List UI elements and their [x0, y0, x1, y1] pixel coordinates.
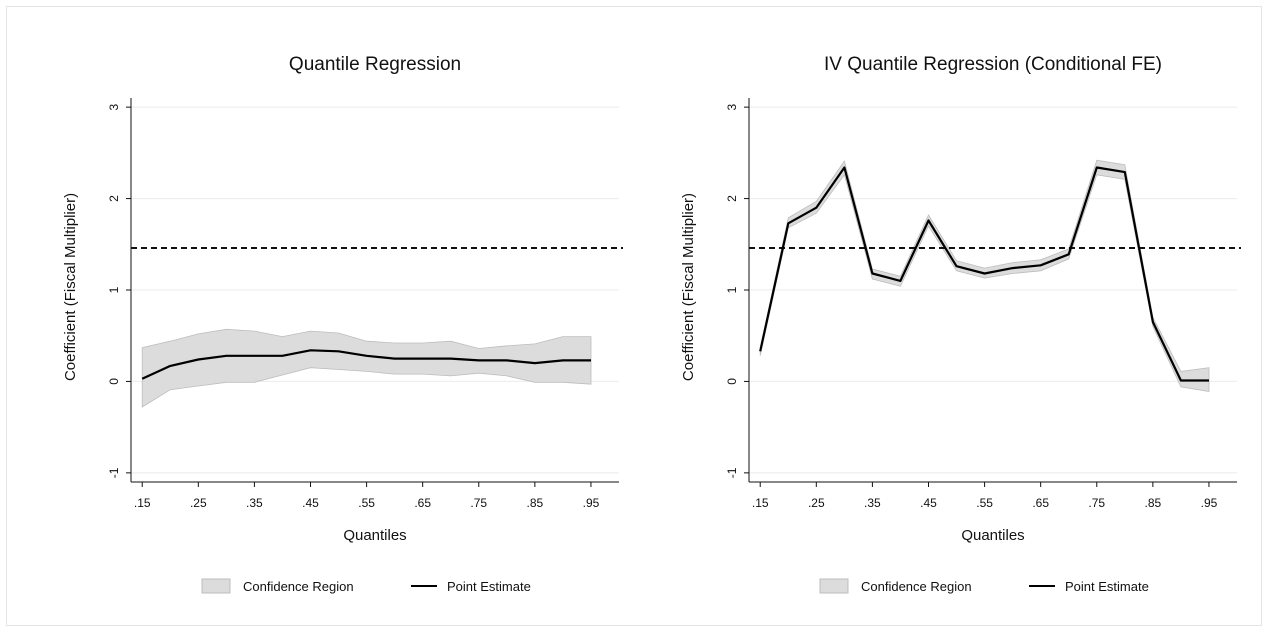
x-axis-title: Quantiles — [961, 527, 1024, 544]
chart-legend: Confidence Region Point Estimate — [201, 578, 531, 594]
y-tick-label: -1 — [107, 467, 121, 478]
y-tick-label: 2 — [725, 195, 739, 202]
chart-legend: Confidence Region Point Estimate — [819, 578, 1149, 594]
x-tick-label: .65 — [414, 496, 431, 510]
chart-panel-2: IV Quantile Regression (Conditional FE) -… — [680, 54, 1241, 594]
y-tick-label: -1 — [725, 467, 739, 478]
y-tick-label: 3 — [725, 103, 739, 110]
chart-title: IV Quantile Regression (Conditional FE) — [824, 54, 1162, 75]
point-estimate-line — [141, 349, 591, 380]
chart-panel-1: Quantile Regression -1 0 1 2 3 .15 .25 .35 .45 .55… — [62, 54, 623, 594]
y-axis-title: Coefficient (Fiscal Multiplier) — [62, 193, 79, 381]
x-tick-label: .15 — [752, 496, 769, 510]
point-estimate-line — [759, 166, 1209, 382]
x-tick-label: .75 — [470, 496, 487, 510]
legend-label-point-estimate: Point Estimate — [1065, 579, 1149, 594]
y-tick-label: 0 — [725, 378, 739, 385]
legend-label-point-estimate: Point Estimate — [447, 579, 531, 594]
chart-title: Quantile Regression — [289, 54, 461, 75]
x-tick-label: .25 — [190, 496, 207, 510]
x-tick-label: .65 — [1032, 496, 1049, 510]
y-tick-label: 3 — [107, 103, 121, 110]
y-tick-label: 1 — [725, 286, 739, 293]
x-tick-label: .25 — [808, 496, 825, 510]
legend-label-confidence-region: Confidence Region — [861, 579, 972, 594]
x-tick-label: .95 — [583, 496, 600, 510]
x-tick-label: .85 — [527, 496, 544, 510]
x-tick-label: .45 — [302, 496, 319, 510]
x-tick-label: .35 — [864, 496, 881, 510]
confidence-region-band — [759, 159, 1210, 392]
figure-frame — [6, 6, 1262, 626]
x-tick-label: .85 — [1145, 496, 1162, 510]
x-tick-label: .95 — [1201, 496, 1218, 510]
x-tick-label: .15 — [134, 496, 151, 510]
x-tick-label: .35 — [246, 496, 263, 510]
y-axis-title: Coefficient (Fiscal Multiplier) — [680, 193, 697, 381]
x-axis-title: Quantiles — [343, 527, 406, 544]
x-tick-label: .45 — [920, 496, 937, 510]
y-tick-label: 1 — [107, 286, 121, 293]
legend-swatch-confidence-region — [819, 578, 849, 594]
legend-label-confidence-region: Confidence Region — [243, 579, 354, 594]
x-tick-label: .75 — [1088, 496, 1105, 510]
x-tick-label: .55 — [358, 496, 375, 510]
y-tick-label: 0 — [107, 378, 121, 385]
y-tick-label: 2 — [107, 195, 121, 202]
legend-swatch-confidence-region — [201, 578, 231, 594]
x-tick-label: .55 — [976, 496, 993, 510]
confidence-region-band — [141, 328, 592, 408]
